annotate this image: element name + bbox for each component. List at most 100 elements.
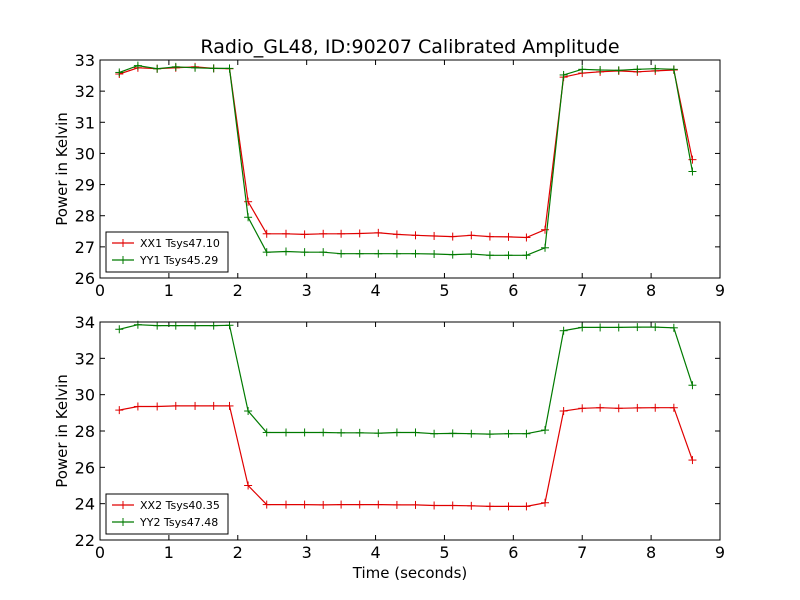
x-tick-label: 8 (646, 543, 656, 562)
x-tick-label: 0 (95, 281, 105, 300)
data-point (115, 68, 124, 77)
data-point (392, 428, 401, 437)
data-point (374, 249, 383, 258)
data-point (522, 502, 531, 511)
data-point (596, 65, 605, 74)
x-tick-label: 4 (370, 543, 380, 562)
x-tick-label: 3 (302, 281, 312, 300)
legend-box (105, 493, 229, 535)
x-tick-label: 5 (439, 281, 449, 300)
data-point (688, 456, 697, 465)
data-point (559, 326, 568, 335)
data-point (225, 64, 234, 73)
x-tick-label: 1 (164, 281, 174, 300)
legend-box (105, 231, 229, 273)
data-point (300, 230, 309, 239)
data-point (633, 323, 642, 332)
data-point (355, 249, 364, 258)
data-point (392, 500, 401, 509)
data-point (300, 500, 309, 509)
x-tick-label: 4 (370, 281, 380, 300)
x-tick-label: 3 (302, 543, 312, 562)
data-point (282, 500, 290, 509)
data-point (504, 251, 513, 260)
data-point (153, 321, 162, 330)
x-tick-label: 2 (233, 543, 243, 562)
data-point (191, 321, 200, 330)
data-point (541, 426, 550, 435)
data-point (282, 229, 290, 238)
data-point (244, 197, 253, 206)
x-tick-label: 1 (164, 543, 174, 562)
y-tick-label: 32 (75, 349, 95, 368)
data-point (504, 502, 513, 511)
legend: XX1 Tsys47.10 YY1 Tsys45.29 (105, 231, 229, 273)
data-point (559, 407, 568, 416)
data-point (522, 429, 531, 438)
data-point (430, 250, 439, 259)
y-tick-label: 31 (75, 113, 95, 132)
legend-label: YY2 Tsys47.48 (139, 516, 218, 529)
data-point (262, 500, 271, 509)
y-tick-label: 32 (75, 82, 95, 101)
legend-label: XX1 Tsys47.10 (140, 237, 220, 250)
data-point (633, 403, 642, 412)
data-point (688, 381, 697, 390)
data-point (430, 231, 439, 240)
data-point (392, 230, 401, 239)
y-tick-label: 29 (75, 176, 95, 195)
data-point (355, 428, 364, 437)
data-point (300, 428, 309, 437)
data-point (319, 428, 328, 437)
y-tick-label: 30 (75, 386, 95, 405)
data-point (262, 248, 271, 257)
data-point (171, 401, 180, 410)
x-tick-label: 5 (439, 543, 449, 562)
data-point (171, 62, 180, 71)
data-point (282, 247, 290, 256)
x-tick-label: 6 (508, 543, 518, 562)
data-point (522, 233, 531, 242)
data-point (614, 404, 623, 413)
x-tick-label: 9 (715, 281, 725, 300)
data-point (596, 323, 605, 332)
data-point (522, 251, 531, 260)
data-point (191, 63, 200, 72)
y-tick-label: 28 (75, 422, 95, 441)
data-point (633, 65, 642, 74)
data-point (541, 498, 550, 507)
data-point (467, 429, 476, 438)
data-point (355, 500, 364, 509)
data-point (133, 61, 142, 70)
data-point (578, 65, 587, 74)
data-point (374, 429, 383, 438)
data-point (225, 321, 234, 330)
x-tick-label: 7 (577, 281, 587, 300)
data-point (448, 250, 457, 259)
data-point (411, 428, 420, 437)
plot-frame (99, 321, 721, 541)
data-point (448, 429, 457, 438)
legend-label: XX2 Tsys40.35 (140, 499, 220, 512)
data-point (392, 249, 401, 258)
data-point (319, 248, 328, 257)
data-point (614, 323, 623, 332)
data-point (485, 430, 494, 439)
data-point (596, 403, 605, 412)
data-point (319, 500, 328, 509)
y-tick-label: 33 (75, 51, 95, 70)
y-axis-label: Power in Kelvin (53, 112, 71, 226)
data-point (115, 406, 124, 415)
top-panel: 0 1 2 3 4 5 6 7 8 9 26 27 28 29 30 31 32 33 Power in Kelvi… (53, 51, 725, 300)
data-point (430, 429, 439, 438)
legend: XX2 Tsys40.35 YY2 Tsys47.48 (105, 493, 229, 535)
y-tick-label: 28 (75, 207, 95, 226)
data-point (225, 401, 234, 410)
y-axis-label: Power in Kelvin (53, 374, 71, 488)
y-tick-label: 27 (75, 238, 95, 257)
y-tick-label: 30 (75, 144, 95, 163)
y-tick-label: 34 (75, 313, 95, 332)
data-point (578, 323, 587, 332)
